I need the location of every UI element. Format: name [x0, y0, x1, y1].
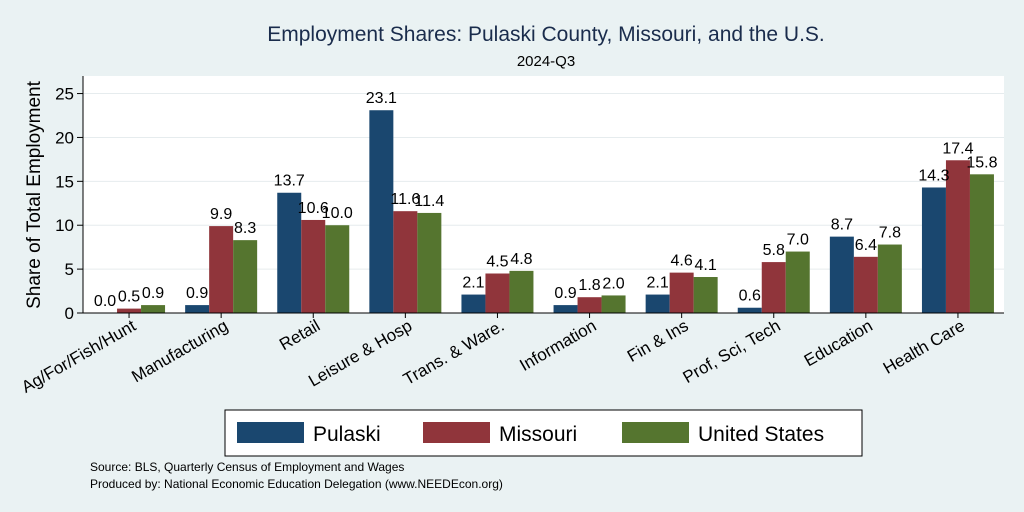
data-label: 9.9 [210, 206, 232, 223]
bar-missouri [761, 262, 786, 313]
x-category-label: Retail [276, 316, 323, 354]
bar-missouri [393, 211, 418, 313]
x-category-label: Education [801, 316, 876, 370]
data-label: 0.6 [739, 288, 761, 305]
data-label: 0.9 [142, 285, 164, 302]
legend-swatch-united-states [622, 422, 689, 443]
data-label: 0.9 [186, 285, 208, 302]
bar-united-states [969, 174, 994, 313]
data-label: 4.6 [671, 253, 693, 270]
bar-missouri [485, 273, 510, 313]
bar-united-states [233, 240, 258, 313]
bar-united-states [601, 295, 626, 313]
bars [117, 110, 994, 313]
x-category-label: Information [516, 316, 599, 375]
data-label: 11.4 [414, 193, 444, 210]
bar-united-states [693, 277, 718, 313]
data-label: 2.1 [647, 275, 669, 292]
x-category-label: Manufacturing [128, 316, 231, 386]
data-label: 7.8 [879, 225, 901, 242]
legend: Pulaski Missouri United States [224, 409, 863, 457]
data-label: 4.8 [510, 251, 532, 268]
x-category-label: Health Care [880, 316, 968, 378]
data-label: 7.0 [787, 232, 809, 249]
data-label: 14.3 [918, 167, 949, 184]
bar-pulaski [921, 187, 946, 313]
bar-pulaski [829, 236, 854, 313]
data-labels: 0.0 0.5 0.9 0.99.98.313.710.610.023.111.611… [94, 90, 998, 310]
x-category-label: Leisure & Hosp [305, 316, 415, 391]
source-note: Source: BLS, Quarterly Census of Employm… [90, 460, 404, 474]
bar-missouri [117, 308, 142, 313]
y-axis-ticks: 0 5 10 15 20 25 [55, 85, 83, 323]
bar-united-states [325, 225, 350, 313]
bar-united-states [141, 305, 166, 313]
bar-missouri [301, 219, 326, 313]
data-label: 4.1 [695, 257, 717, 274]
bar-pulaski [461, 294, 486, 313]
x-category-label: Fin & Ins [624, 316, 692, 366]
data-label: 8.3 [234, 220, 256, 237]
data-label: 0.0 [94, 293, 116, 310]
y-tick-label: 5 [65, 260, 74, 279]
legend-label: Missouri [499, 423, 577, 446]
legend-swatch-pulaski [237, 422, 304, 443]
bar-pulaski [553, 305, 578, 313]
bar-missouri [669, 272, 694, 313]
data-label: 15.8 [966, 154, 997, 171]
data-label: 5.8 [763, 242, 785, 259]
bar-united-states [417, 212, 442, 313]
data-label: 8.7 [831, 217, 853, 234]
data-label: 2.0 [602, 275, 624, 292]
x-category-label: Trans. & Ware. [400, 316, 507, 389]
chart-subtitle: 2024-Q3 [517, 53, 575, 70]
y-tick-label: 0 [65, 304, 74, 323]
data-label: 13.7 [274, 173, 305, 190]
y-axis-label: Share of Total Employment [24, 80, 45, 308]
bar-missouri [945, 160, 970, 313]
legend-label: Pulaski [313, 423, 381, 446]
bar-pulaski [737, 307, 762, 313]
x-category-label: Prof, Sci, Tech [680, 316, 784, 387]
y-tick-label: 15 [55, 172, 74, 191]
bar-united-states [509, 270, 534, 313]
bar-united-states [785, 251, 810, 313]
data-label: 0.5 [118, 289, 140, 306]
legend-box [224, 409, 863, 457]
legend-swatch-missouri [423, 422, 490, 443]
data-label: 17.4 [942, 140, 973, 157]
data-label: 2.1 [462, 275, 484, 292]
data-label: 4.5 [486, 254, 508, 271]
data-label: 10.0 [322, 205, 353, 222]
data-label: 23.1 [366, 90, 397, 107]
legend-label: United States [698, 423, 824, 446]
x-category-label: Ag/For/Fish/Hunt [18, 316, 139, 397]
bar-missouri [209, 226, 234, 313]
chart-title: Employment Shares: Pulaski County, Misso… [267, 23, 825, 46]
produced-by-note: Produced by: National Economic Education… [90, 477, 503, 491]
bar-pulaski [185, 305, 210, 313]
data-label: 6.4 [855, 237, 877, 254]
y-tick-label: 20 [55, 128, 74, 147]
data-label: 1.8 [578, 277, 600, 294]
data-label: 0.9 [554, 285, 576, 302]
bar-united-states [877, 244, 902, 313]
data-label: 11.6 [390, 191, 420, 208]
bar-pulaski [645, 294, 670, 313]
bar-missouri [853, 256, 878, 313]
bar-pulaski [369, 110, 394, 313]
data-label: 10.6 [298, 200, 329, 217]
y-tick-label: 25 [55, 85, 74, 104]
bar-pulaski [277, 192, 302, 313]
bar-missouri [577, 297, 602, 313]
y-tick-label: 10 [55, 216, 74, 235]
